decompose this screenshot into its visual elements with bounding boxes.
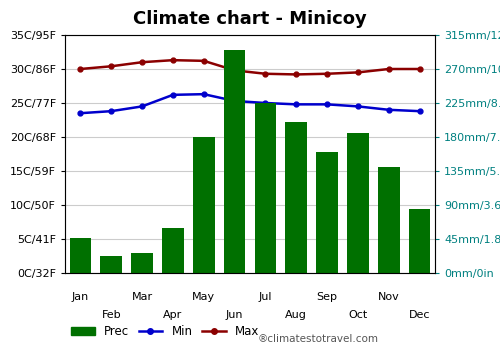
Bar <box>70 238 91 273</box>
Text: Feb: Feb <box>102 310 121 320</box>
Text: Mar: Mar <box>132 292 152 302</box>
Bar <box>224 50 246 273</box>
Legend: Prec, Min, Max: Prec, Min, Max <box>71 326 260 338</box>
Text: Aug: Aug <box>286 310 307 320</box>
Text: Nov: Nov <box>378 292 400 302</box>
Text: Oct: Oct <box>348 310 368 320</box>
Title: Climate chart - Minicoy: Climate chart - Minicoy <box>133 10 367 28</box>
Text: May: May <box>192 292 216 302</box>
Bar <box>409 209 430 273</box>
Bar <box>100 257 122 273</box>
Bar <box>316 152 338 273</box>
Bar <box>347 133 368 273</box>
Bar <box>286 122 307 273</box>
Text: Sep: Sep <box>316 292 338 302</box>
Text: Jun: Jun <box>226 310 244 320</box>
Text: ®climatestotravel.com: ®climatestotravel.com <box>258 334 378 344</box>
Bar <box>132 253 153 273</box>
Text: Apr: Apr <box>164 310 182 320</box>
Bar <box>254 103 276 273</box>
Bar <box>162 228 184 273</box>
Bar <box>193 137 214 273</box>
Text: Jan: Jan <box>72 292 89 302</box>
Bar <box>378 167 400 273</box>
Text: Dec: Dec <box>409 310 430 320</box>
Text: Jul: Jul <box>258 292 272 302</box>
